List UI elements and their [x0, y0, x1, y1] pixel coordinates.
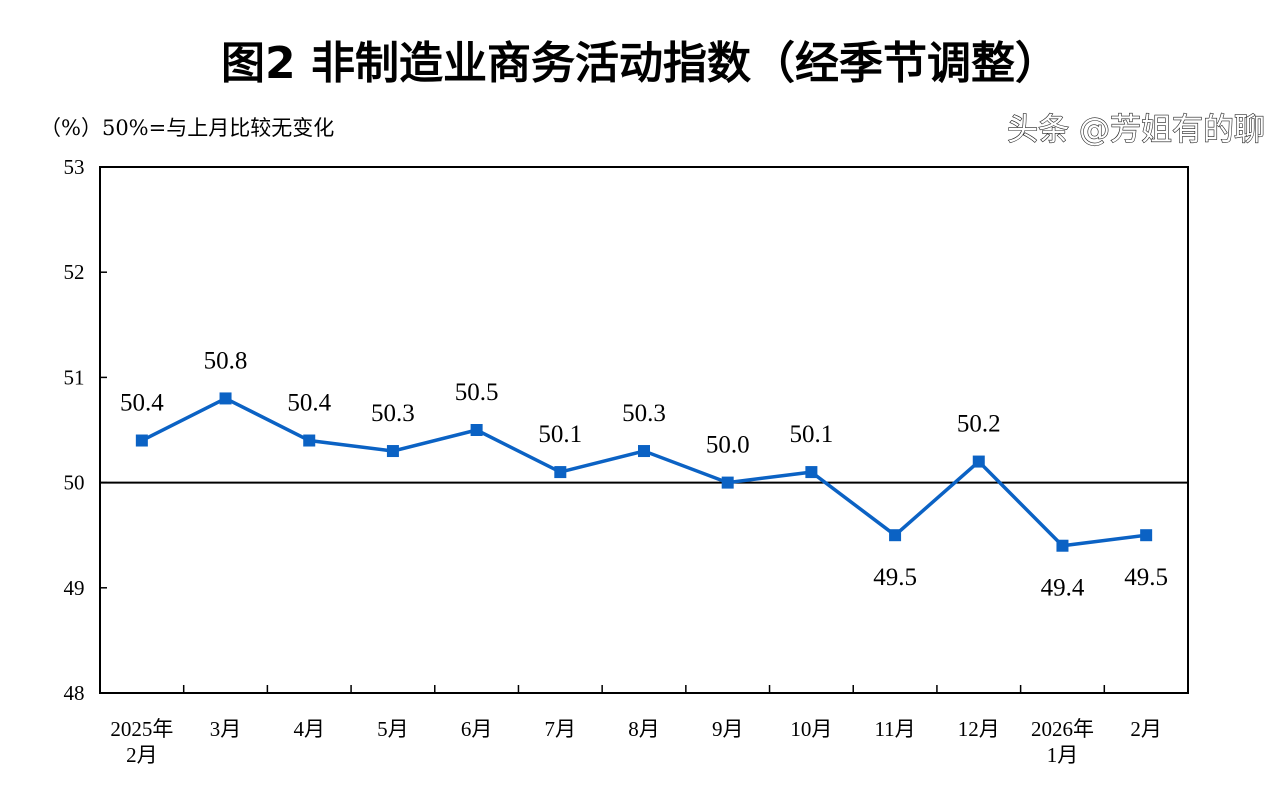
x-tick-label: 9月: [712, 717, 744, 741]
data-label: 50.1: [790, 421, 834, 448]
data-label: 50.4: [287, 390, 331, 417]
x-tick-label: 5月: [377, 717, 409, 741]
x-tick-label: 7月: [545, 717, 577, 741]
data-point-marker: [638, 445, 650, 458]
y-tick-label: 48: [64, 681, 85, 705]
watermark: 头条 @芳姐有的聊: [1007, 112, 1265, 148]
data-point-marker: [1056, 539, 1069, 552]
data-point-marker: [1140, 529, 1153, 542]
data-label: 49.5: [873, 564, 917, 591]
data-label: 50.3: [622, 400, 666, 427]
data-point-marker: [554, 466, 567, 479]
x-tick-label: 11月: [874, 717, 915, 741]
data-point-marker: [386, 445, 399, 458]
data-point-marker: [303, 434, 316, 447]
y-tick-label: 52: [64, 260, 85, 284]
data-point-marker: [470, 424, 483, 436]
data-label: 50.1: [538, 421, 582, 448]
data-label: 50.5: [455, 379, 499, 406]
x-tick-label: 4月: [293, 717, 325, 741]
data-label: 50.8: [204, 347, 248, 374]
x-tick-label: 2月: [126, 743, 158, 767]
x-tick-label: 6月: [461, 717, 493, 741]
data-point-marker: [219, 392, 232, 405]
data-point-marker: [805, 466, 818, 479]
x-tick-label: 3月: [210, 717, 242, 741]
data-point-marker: [721, 476, 734, 489]
plot-area-frame: [99, 166, 1189, 694]
data-point-marker: [889, 529, 902, 542]
x-tick-label: 10月: [790, 717, 832, 741]
y-tick-label: 49: [64, 576, 85, 600]
data-label: 49.4: [1041, 575, 1085, 602]
data-point-marker: [972, 455, 985, 468]
data-label: 50.0: [706, 432, 750, 459]
x-tick-label: 1月: [1047, 743, 1079, 767]
x-tick-label: 2026年: [1031, 717, 1094, 741]
y-tick-label: 51: [64, 365, 85, 389]
x-tick-label: 8月: [628, 717, 660, 741]
data-label: 50.4: [120, 390, 164, 417]
y-tick-label: 53: [64, 155, 85, 179]
chart-title: 图2 非制造业商务活动指数（经季节调整）: [221, 38, 1059, 89]
x-tick-label: 12月: [958, 717, 1000, 741]
y-tick-label: 50: [64, 471, 85, 495]
x-tick-label: 2025年: [110, 717, 173, 741]
data-label: 50.3: [371, 400, 415, 427]
data-label: 50.2: [957, 411, 1001, 438]
data-label: 49.5: [1124, 564, 1168, 591]
x-tick-label: 2月: [1130, 717, 1162, 741]
y-axis-note: （%）50%=与上月比较无变化: [40, 116, 334, 140]
data-point-marker: [135, 434, 148, 447]
